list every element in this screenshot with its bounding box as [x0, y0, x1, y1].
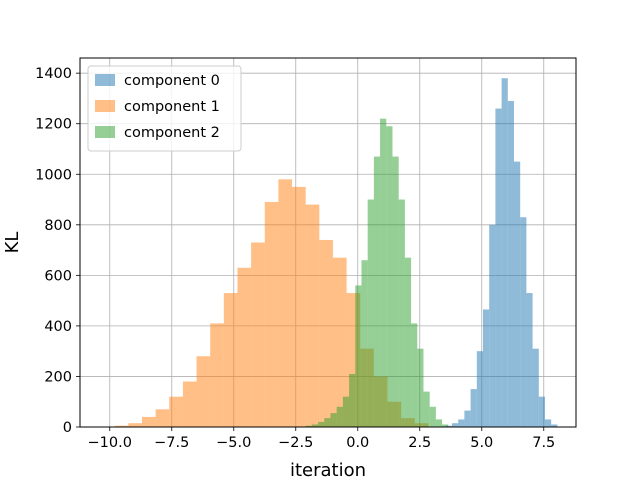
legend-box: [87, 65, 242, 152]
y-tick-label: 1200: [35, 117, 72, 133]
plot-frame: [79, 57, 577, 428]
histogram-bar: [114, 425, 129, 427]
legend-item: component 0: [95, 73, 220, 89]
histogram-bar: [336, 406, 343, 427]
histogram-bar: [445, 425, 452, 427]
y-tick-label: 1400: [35, 66, 72, 82]
legend-swatch: [95, 74, 115, 86]
histogram-bar: [367, 199, 374, 427]
histogram-bar: [330, 413, 337, 427]
y-tick-label: 0: [63, 420, 72, 436]
y-tick-label: 600: [44, 268, 72, 284]
legend-label: component 0: [124, 73, 220, 89]
histogram-bar: [442, 424, 449, 427]
series-component-2: [305, 118, 449, 428]
x-axis-label: iteration: [290, 460, 366, 480]
histogram-bar: [470, 389, 477, 427]
histogram-bar: [495, 108, 502, 427]
histogram-bar: [361, 260, 368, 427]
x-tick-label: −2.5: [278, 435, 313, 451]
histogram-bar: [373, 156, 381, 428]
legend-label: component 2: [124, 125, 220, 141]
histogram-bar: [342, 396, 350, 427]
histogram-bar: [404, 257, 412, 427]
histogram-bar: [264, 202, 279, 427]
histogram-bar: [464, 410, 471, 427]
histogram-bar: [429, 406, 436, 427]
histogram-bar: [507, 100, 514, 427]
histogram-bar: [452, 423, 459, 427]
histogram-bar: [386, 126, 393, 428]
histogram-bar: [305, 425, 312, 427]
histogram-bar: [538, 396, 545, 427]
histogram-bar: [318, 421, 325, 427]
histogram-bar: [501, 78, 508, 427]
legend-swatch: [95, 100, 115, 112]
histogram-bar: [392, 156, 399, 428]
histogram-bar: [251, 242, 265, 427]
legend-label: component 1: [124, 99, 220, 115]
histogram-bar: [155, 409, 170, 427]
histogram-bar: [332, 257, 347, 427]
histogram-bar: [305, 204, 320, 427]
y-tick-label: 1000: [35, 167, 72, 183]
histogram-bar: [514, 161, 521, 427]
histogram-bar: [551, 424, 558, 427]
histogram-bar: [237, 267, 252, 427]
histogram-bar: [520, 217, 527, 427]
x-tick-label: −5.0: [216, 435, 251, 451]
histogram-bar: [196, 356, 211, 427]
histogram-bar: [526, 293, 533, 427]
histogram-bar: [210, 323, 224, 427]
histogram-bar: [380, 118, 387, 427]
histogram-bar: [545, 419, 552, 427]
histogram-bar: [411, 323, 418, 427]
histogram-bar: [417, 348, 424, 427]
legend-swatch: [95, 126, 115, 138]
histogram-bar: [423, 391, 430, 427]
histogram-bar: [311, 424, 319, 427]
histogram-bar: [435, 419, 443, 427]
histogram-bar: [223, 293, 238, 427]
histogram-bar: [483, 309, 490, 427]
histogram-bars: [114, 78, 558, 428]
x-tick-label: 0.0: [346, 435, 369, 451]
histogram-bar: [355, 285, 362, 427]
x-tick-label: 2.5: [408, 435, 431, 451]
y-axis-label: KL: [2, 232, 23, 254]
histogram-bar: [292, 186, 306, 427]
x-tick-label: −7.5: [154, 435, 189, 451]
legend: component 0 component 1 component 2: [87, 65, 242, 152]
axis-ticks: −10.0 −7.5 −5.0 −2.5 0.0 2.5 5.0 7.5 0 200 400 600 8…: [35, 66, 555, 451]
histogram-bar: [476, 351, 483, 427]
histogram-bar: [128, 423, 142, 427]
x-tick-label: 5.0: [470, 435, 493, 451]
histogram-bar: [278, 179, 293, 427]
y-tick-label: 800: [44, 218, 72, 234]
series-component-0: [445, 78, 558, 427]
y-tick-label: 400: [44, 319, 72, 335]
legend-item: component 1: [95, 99, 220, 115]
histogram-bar: [324, 418, 331, 427]
y-tick-label: 200: [44, 369, 72, 385]
histogram-bar: [458, 419, 465, 427]
histogram-bar: [182, 381, 197, 427]
histogram-bar: [169, 396, 183, 427]
histogram-bar: [532, 348, 539, 427]
histogram-bar: [319, 239, 333, 427]
x-tick-label: 7.5: [532, 435, 555, 451]
histogram-bar: [398, 199, 405, 427]
histogram-bar: [349, 373, 356, 427]
legend-item: component 2: [95, 125, 220, 141]
x-tick-label: −10.0: [88, 435, 132, 451]
histogram-bar: [142, 416, 156, 427]
histogram-bar: [489, 224, 496, 427]
